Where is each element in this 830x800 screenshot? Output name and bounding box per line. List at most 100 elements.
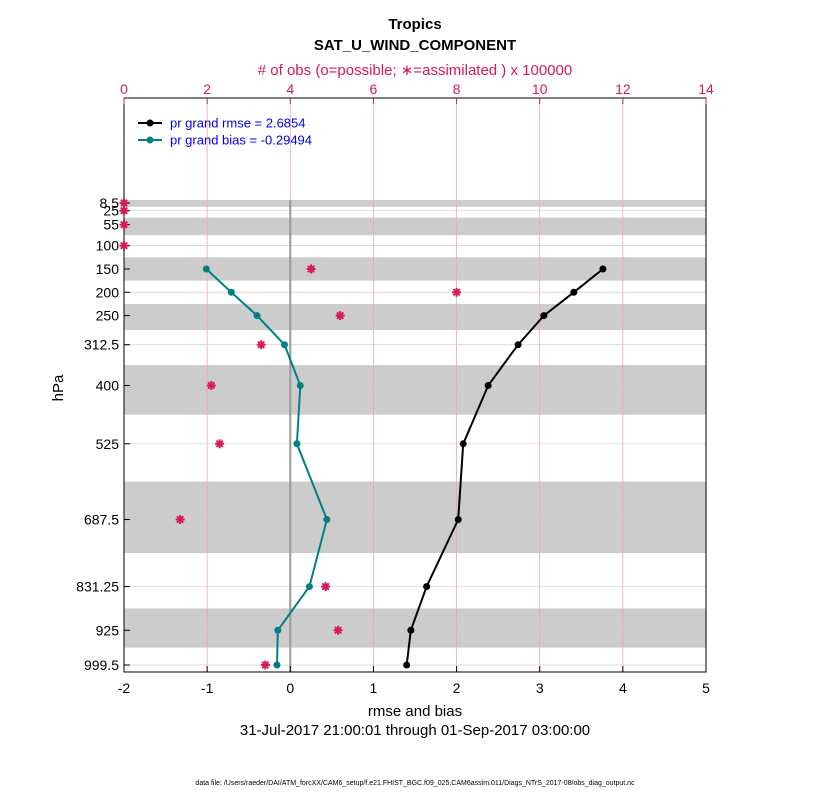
obs-marker bbox=[335, 311, 345, 321]
obs-marker-stroke bbox=[307, 265, 315, 273]
obs-marker-stroke bbox=[120, 206, 128, 215]
top-axis-label: # of obs (o=possible; ∗=assimilated ) x … bbox=[258, 62, 572, 79]
tick-layer: -2 -1 0 1 2 3 4 50 2 4 6 8 10 12 148.52555100150200250… bbox=[76, 81, 714, 696]
y-axis-label: hPa bbox=[50, 374, 67, 401]
obs-marker bbox=[333, 625, 343, 635]
x-tick-label: -2 bbox=[118, 680, 131, 696]
rmse-point bbox=[423, 583, 431, 591]
legend: pr grand rmse = 2.6854 pr grand bias = -… bbox=[138, 116, 312, 148]
obs-marker bbox=[256, 340, 266, 350]
obs-marker bbox=[119, 241, 129, 251]
obs-marker bbox=[452, 287, 462, 297]
y-tick-label: 687.5 bbox=[84, 512, 119, 528]
top-tick-label: 8 bbox=[453, 81, 461, 97]
x-tick-label: -1 bbox=[201, 680, 214, 696]
bias-point bbox=[305, 583, 313, 591]
rmse-point bbox=[407, 626, 415, 634]
chart-subtitle: SAT_U_WIND_COMPONENT bbox=[314, 37, 516, 54]
y-tick-label: 925 bbox=[96, 622, 120, 638]
legend-rmse-label: pr grand rmse = 2.6854 bbox=[170, 116, 306, 131]
y-tick-label: 150 bbox=[96, 261, 120, 277]
x-tick-label: 0 bbox=[286, 680, 294, 696]
y-tick-label: 312.5 bbox=[84, 337, 119, 353]
chart-title: Tropics bbox=[388, 16, 441, 33]
top-tick-label: 2 bbox=[203, 81, 211, 97]
obs-marker-stroke bbox=[120, 241, 128, 250]
obs-marker-stroke bbox=[176, 515, 185, 524]
top-tick-label: 6 bbox=[370, 81, 378, 97]
rmse-point bbox=[570, 288, 578, 296]
rmse-line bbox=[405, 268, 604, 666]
x-tick-label: 3 bbox=[536, 680, 544, 696]
level-band bbox=[124, 365, 706, 415]
obs-marker bbox=[321, 582, 331, 592]
y-tick-label: 400 bbox=[96, 378, 120, 394]
y-tick-label: 200 bbox=[96, 284, 120, 300]
series-layer bbox=[202, 265, 607, 669]
level-band bbox=[124, 200, 706, 207]
y-tick-label: 55 bbox=[103, 217, 119, 233]
rmse-point bbox=[599, 265, 607, 273]
y-tick-label: 250 bbox=[96, 308, 120, 324]
level-band bbox=[124, 608, 706, 648]
level-band bbox=[124, 303, 706, 331]
top-tick-label: 12 bbox=[615, 81, 631, 97]
bias-point bbox=[293, 440, 301, 448]
x-tick-label: 1 bbox=[370, 680, 378, 696]
top-tick-label: 10 bbox=[532, 81, 548, 97]
legend-bias-label: pr grand bias = -0.29494 bbox=[170, 133, 312, 148]
y-tick-label: 525 bbox=[96, 436, 120, 452]
obs-marker bbox=[175, 515, 185, 525]
bias-point bbox=[227, 288, 235, 296]
rmse-point bbox=[459, 440, 467, 448]
plot-frame bbox=[123, 97, 707, 673]
obs-marker bbox=[119, 206, 129, 216]
obs-marker bbox=[215, 439, 225, 449]
x-axis-label: rmse and bias bbox=[368, 703, 462, 720]
x-tick-label: 5 bbox=[702, 680, 710, 696]
rmse-point bbox=[484, 382, 492, 390]
date-range: 31-Jul-2017 21:00:01 through 01-Sep-2017… bbox=[240, 722, 590, 739]
rmse-point bbox=[403, 661, 411, 669]
obs-marker-stroke bbox=[334, 626, 342, 635]
rmse-point bbox=[454, 516, 462, 524]
obs-marker-stroke bbox=[452, 288, 461, 297]
bias-point bbox=[296, 382, 304, 390]
y-tick-label: 8.5 bbox=[100, 195, 120, 211]
rmse-point bbox=[540, 312, 548, 320]
obs-marker-stroke bbox=[261, 661, 270, 669]
x-tick-label: 2 bbox=[453, 680, 461, 696]
band-layer bbox=[124, 200, 706, 648]
obs-marker bbox=[119, 220, 129, 230]
obs-marker-stroke bbox=[120, 220, 128, 229]
obs-marker-stroke bbox=[321, 582, 330, 591]
obs-marker-stroke bbox=[215, 439, 224, 448]
top-tick-label: 14 bbox=[698, 81, 714, 97]
top-tick-label: 0 bbox=[120, 81, 128, 97]
legend-bias-marker bbox=[146, 136, 154, 144]
obs-marker bbox=[306, 264, 316, 274]
x-tick-label: 4 bbox=[619, 680, 627, 696]
obs-marker-stroke bbox=[120, 199, 128, 207]
legend-rmse-marker bbox=[146, 119, 154, 127]
bias-point bbox=[202, 265, 210, 273]
obs-marker-stroke bbox=[257, 340, 266, 349]
obs-marker-stroke bbox=[336, 311, 345, 320]
obs-marker-stroke bbox=[207, 381, 216, 390]
obs-marker bbox=[119, 198, 129, 208]
bias-point bbox=[280, 341, 288, 349]
level-band bbox=[124, 217, 706, 236]
bias-point bbox=[274, 626, 282, 634]
obs-marker bbox=[206, 381, 216, 391]
rmse-point bbox=[514, 341, 522, 349]
y-tick-label: 999.5 bbox=[84, 657, 119, 673]
footer-data-file: data file: /Users/raeder/DAI/ATM_forcXX/… bbox=[195, 780, 635, 787]
bias-line bbox=[205, 268, 328, 666]
obs-marker bbox=[260, 660, 270, 670]
top-tick-label: 4 bbox=[286, 81, 294, 97]
obs-layer bbox=[119, 198, 462, 670]
bias-point bbox=[273, 661, 281, 669]
bias-point bbox=[323, 516, 331, 524]
bias-point bbox=[253, 312, 261, 320]
